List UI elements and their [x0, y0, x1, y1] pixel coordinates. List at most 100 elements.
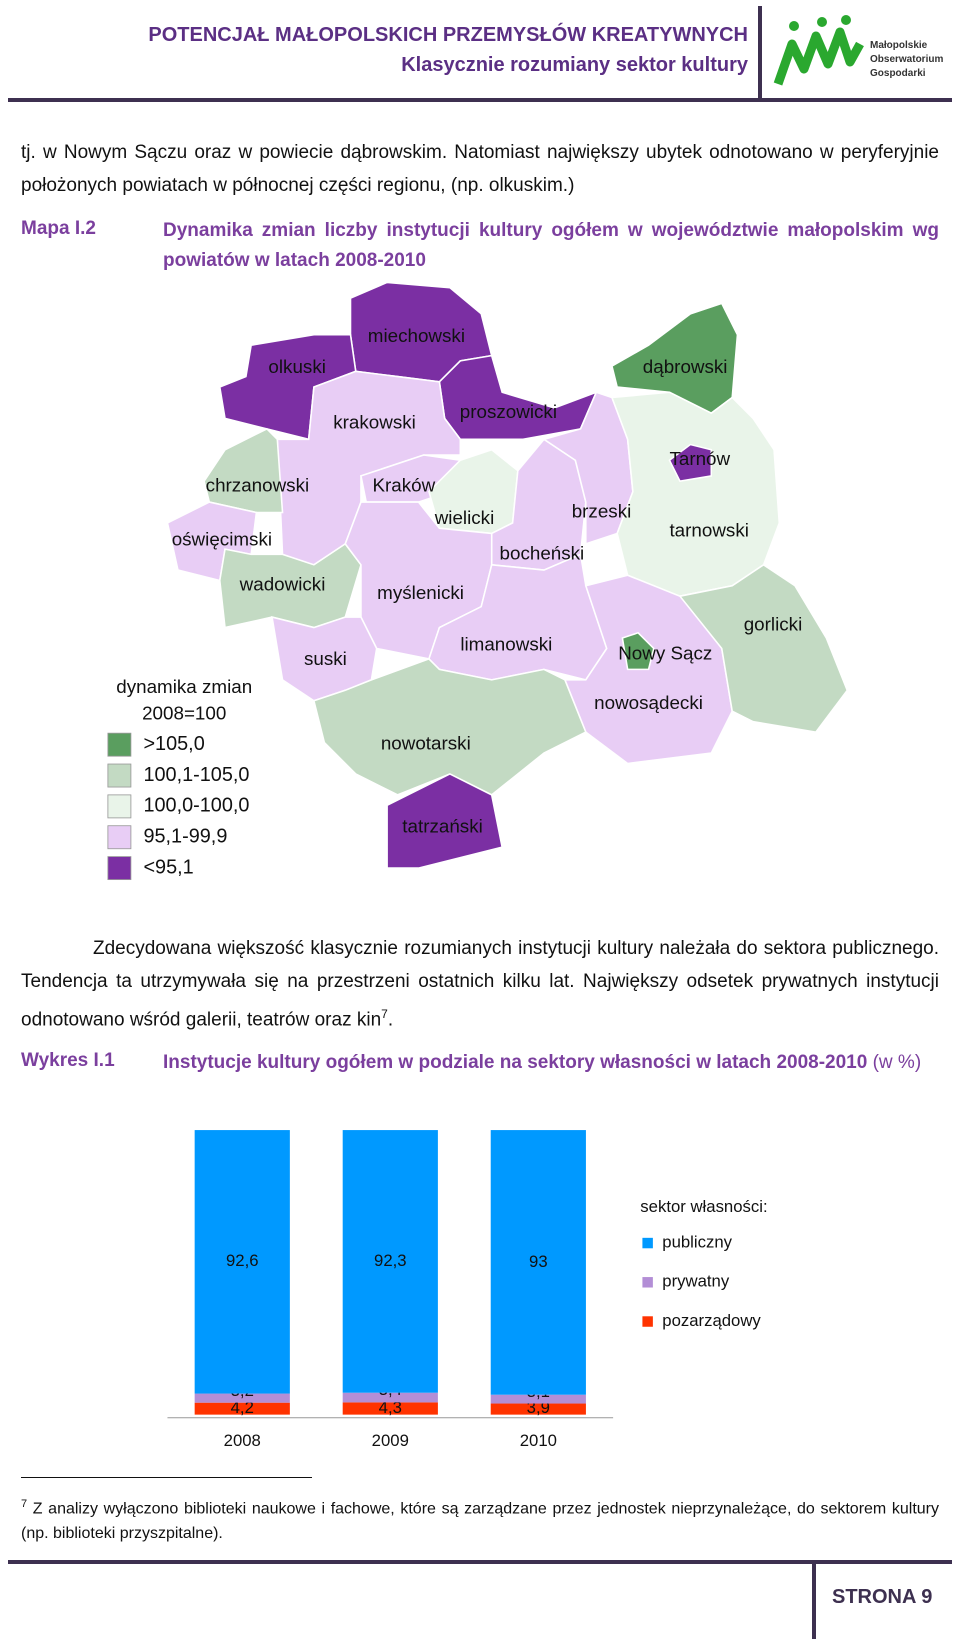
paragraph-tail: .	[387, 1009, 394, 1031]
map-region	[271, 616, 378, 702]
x-tick-label: 2010	[520, 1431, 557, 1450]
data-label: 92,3	[374, 1251, 407, 1270]
chart-title: Instytucje kultury ogółem w podziale na …	[163, 1052, 868, 1073]
paragraph: Zdecydowana większość klasycznie rozumia…	[21, 932, 939, 1036]
legend-swatch	[107, 763, 132, 788]
bar-segment	[194, 1393, 290, 1403]
region-label: tarnowski	[669, 519, 748, 540]
legend-swatch	[107, 732, 132, 757]
bar-segment	[490, 1130, 586, 1395]
chart-unit: (w %)	[872, 1052, 922, 1073]
region-label: Tarnów	[669, 448, 730, 469]
page-number: STRONA 9	[832, 1586, 933, 1608]
map-label: Mapa I.2	[21, 218, 96, 239]
map-region	[611, 302, 739, 415]
region-label: suski	[304, 648, 347, 669]
map-region	[203, 427, 284, 514]
legend-swatch	[642, 1277, 653, 1288]
data-label: 4,3	[379, 1398, 402, 1417]
legend-label: prywatny	[662, 1272, 730, 1291]
chart-label: Wykres I.1	[21, 1050, 115, 1071]
region-label: proszowicki	[460, 401, 557, 422]
legend-label: publiczny	[662, 1232, 732, 1251]
bar-segment	[342, 1392, 438, 1403]
chart: 4,23,292,620084,33,492,320093,93,1932010…	[167, 1130, 768, 1450]
region-label: nowosądecki	[594, 692, 703, 713]
footnote-ref: 7	[381, 1007, 388, 1021]
region-label: bocheński	[500, 542, 585, 563]
legend-swatch	[107, 856, 132, 881]
map: miechowski olkuski proszowicki dąbrowski kra…	[107, 281, 849, 881]
chart-caption: Instytucje kultury ogółem w podziale na …	[163, 1048, 939, 1078]
header-divider	[758, 6, 762, 100]
bar-segment	[342, 1130, 438, 1393]
data-label: 93	[529, 1252, 548, 1271]
footer-divider	[812, 1562, 816, 1639]
region-label: gorlicki	[744, 613, 803, 634]
bar-segment	[194, 1402, 290, 1415]
legend-swatch	[107, 825, 132, 850]
data-label: 92,6	[226, 1251, 259, 1270]
legend-label: 95,1-99,9	[143, 825, 227, 847]
logo-dot	[841, 15, 851, 25]
region-label: olkuski	[268, 356, 326, 377]
region-label: nowotarski	[381, 733, 471, 754]
region-label: wielicki	[434, 507, 495, 528]
region-label: myślenicki	[377, 582, 464, 603]
paragraph: tj. w Nowym Sączu oraz w powiecie dąbrow…	[21, 142, 939, 196]
region-label: wadowicki	[239, 574, 326, 595]
legend-label: pozarządowy	[662, 1311, 761, 1330]
footnote: 7 Z analizy wyłączono biblioteki naukowe…	[21, 1492, 939, 1546]
x-tick-label: 2009	[372, 1431, 409, 1450]
logo-dot	[817, 17, 827, 27]
region-label: Kraków	[372, 474, 435, 495]
logo-text: Małopolskie	[870, 40, 928, 51]
map-region	[678, 563, 849, 733]
region-label: tatrzański	[402, 815, 483, 836]
map-region	[312, 658, 587, 796]
bar-segment	[490, 1394, 586, 1404]
bar-segment	[342, 1402, 438, 1415]
map-region	[621, 631, 655, 671]
region-label: brzeski	[572, 500, 632, 521]
logo-text: Gospodarki	[870, 68, 926, 79]
legend-swatch	[642, 1316, 653, 1327]
region-label: chrzanowski	[206, 474, 310, 495]
map-title: Dynamika zmian liczby instytucji kultury…	[163, 220, 939, 271]
paragraph-text: Zdecydowana większość klasycznie rozumia…	[21, 938, 939, 1031]
x-tick-label: 2008	[224, 1431, 261, 1450]
legend-swatch	[107, 794, 132, 819]
region-label: miechowski	[368, 325, 465, 346]
legend-title: dynamika zmian	[116, 676, 252, 697]
map-region	[438, 354, 598, 441]
region-label: krakowski	[333, 412, 416, 433]
legend-title: sektor własności:	[640, 1197, 767, 1216]
legend-swatch	[642, 1237, 653, 1249]
legend-label: >105,0	[143, 733, 204, 755]
region-label: Nowy Sącz	[618, 643, 712, 664]
footnote-marker: 7	[21, 1498, 28, 1510]
map-region	[668, 443, 713, 483]
legend-label: 100,0-100,0	[143, 795, 249, 817]
legend-label: <95,1	[143, 856, 193, 878]
logo-text: Obserwatorium	[870, 54, 943, 65]
bar-segment	[490, 1403, 586, 1415]
bar-segment	[194, 1130, 290, 1394]
header-title: POTENCJAŁ MAŁOPOLSKICH PRZEMYSŁÓW KREATY…	[148, 24, 748, 46]
map-region	[610, 391, 781, 598]
footnote-text: Z analizy wyłączono biblioteki naukowe i…	[21, 1500, 940, 1543]
legend-label: 100,1-105,0	[143, 764, 249, 786]
header-subtitle: Klasycznie rozumiany sektor kultury	[401, 54, 748, 76]
logo-mark	[773, 27, 864, 86]
region-label: limanowski	[460, 633, 552, 654]
footnote-rule	[21, 1477, 312, 1478]
footer-rule	[8, 1560, 952, 1564]
header-rule	[8, 98, 952, 102]
region-label: oświęcimski	[172, 529, 272, 550]
logo: Małopolskie Obserwatorium Gospodarki	[773, 15, 943, 86]
map-region	[386, 773, 504, 869]
legend-title: 2008=100	[142, 702, 226, 723]
region-label: dąbrowski	[643, 356, 728, 377]
logo-dot	[789, 21, 799, 31]
